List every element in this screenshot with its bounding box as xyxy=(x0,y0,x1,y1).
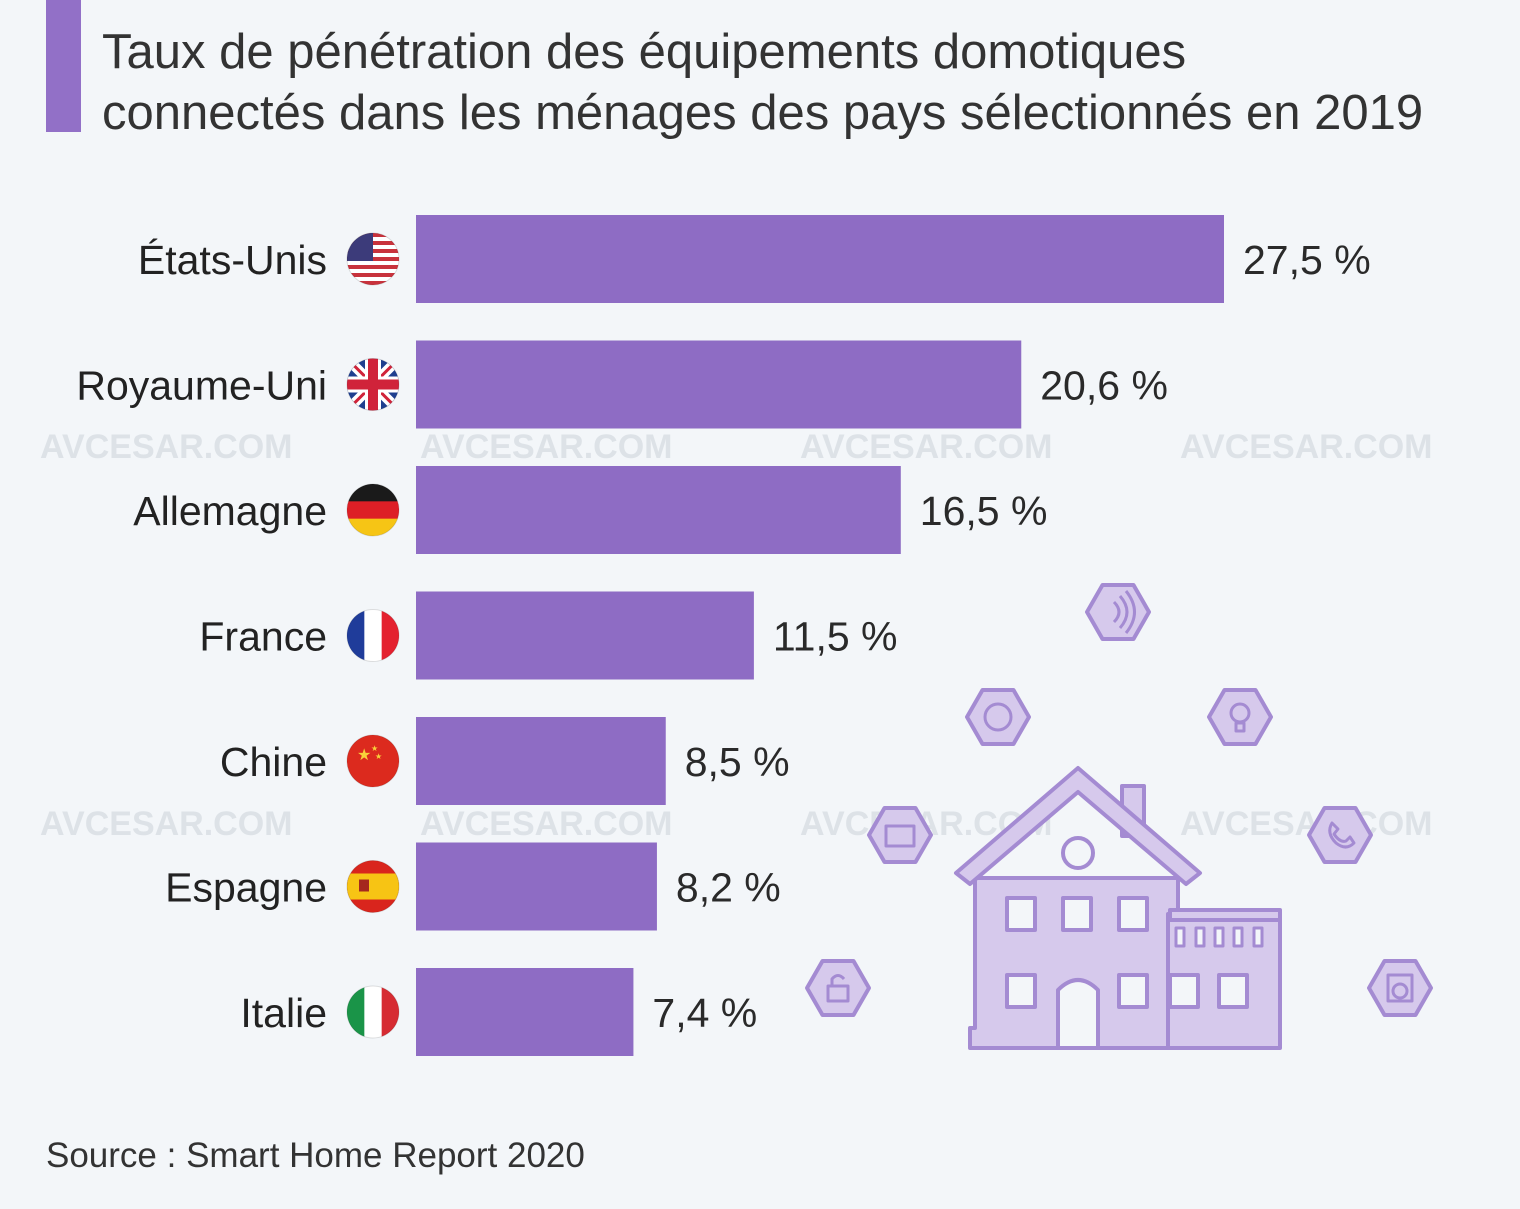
phone-icon xyxy=(1307,806,1373,864)
house-annex-windows xyxy=(1174,926,1264,948)
house-annex-railing xyxy=(1168,908,1282,922)
svg-text:★: ★ xyxy=(357,745,371,764)
value-label: 27,5 % xyxy=(1243,237,1371,283)
house-round-window xyxy=(1061,836,1095,870)
watermark-text: AVCESAR.COM xyxy=(1180,428,1433,466)
uk-flag-icon xyxy=(347,358,399,411)
bar xyxy=(416,591,754,680)
china-flag-icon: ★ ★★ xyxy=(347,735,399,787)
bar xyxy=(416,340,1022,429)
category-label: Italie xyxy=(240,990,327,1036)
chart-title-line-1: Taux de pénétration des équipements domo… xyxy=(102,25,1187,79)
wifi-icon xyxy=(1085,583,1151,641)
bar xyxy=(416,717,666,805)
spain-flag-icon xyxy=(347,860,399,913)
lightbulb-icon xyxy=(1207,688,1273,746)
house-windows xyxy=(1005,896,1249,1009)
category-label: France xyxy=(199,614,327,660)
house-door xyxy=(1056,978,1100,1050)
house-roof-icon xyxy=(954,766,1202,886)
bar xyxy=(416,466,901,554)
value-label: 16,5 % xyxy=(920,488,1048,534)
washing-machine-icon xyxy=(1367,959,1433,1017)
value-label: 8,2 % xyxy=(676,865,781,911)
category-label: Allemagne xyxy=(133,488,327,534)
category-label: Chine xyxy=(220,739,327,785)
value-label: 20,6 % xyxy=(1040,363,1168,409)
recycle-icon xyxy=(965,688,1031,746)
watermark-text: AVCESAR.COM xyxy=(40,805,293,843)
bar xyxy=(416,215,1224,303)
watermark-text: AVCESAR.COM xyxy=(420,428,673,466)
italy-flag-icon xyxy=(347,986,399,1038)
bars-group: États-Unis 27,5 % Royaume-Uni 20,6 % Allemag… xyxy=(76,215,1371,1056)
lock-icon xyxy=(805,959,871,1017)
bar xyxy=(416,968,634,1056)
watermark-text: AVCESAR.COM xyxy=(420,805,673,843)
value-label: 8,5 % xyxy=(685,739,790,785)
germany-flag-icon xyxy=(347,484,399,536)
value-label: 7,4 % xyxy=(652,990,757,1036)
watermark-text: AVCESAR.COM xyxy=(1180,805,1433,843)
source-note: Source : Smart Home Report 2020 xyxy=(46,1136,585,1175)
bar xyxy=(416,842,657,931)
smart-home-illustration xyxy=(805,583,1433,1050)
france-flag-icon xyxy=(347,609,399,662)
svg-text:★: ★ xyxy=(371,744,378,753)
category-label: États-Unis xyxy=(138,237,327,283)
title-accent-bar xyxy=(46,0,81,132)
chart-title: Taux de pénétration des équipements domo… xyxy=(102,22,1502,144)
tv-icon xyxy=(867,806,933,864)
value-label: 11,5 % xyxy=(773,614,898,660)
watermark-text: AVCESAR.COM xyxy=(800,428,1053,466)
category-label: Royaume-Uni xyxy=(76,363,327,409)
category-label: Espagne xyxy=(165,865,327,911)
watermark-text: AVCESAR.COM xyxy=(40,428,293,466)
chart-title-line-2: connectés dans les ménages des pays séle… xyxy=(102,86,1424,140)
svg-text:★: ★ xyxy=(375,752,382,761)
us-flag-icon xyxy=(347,233,399,285)
